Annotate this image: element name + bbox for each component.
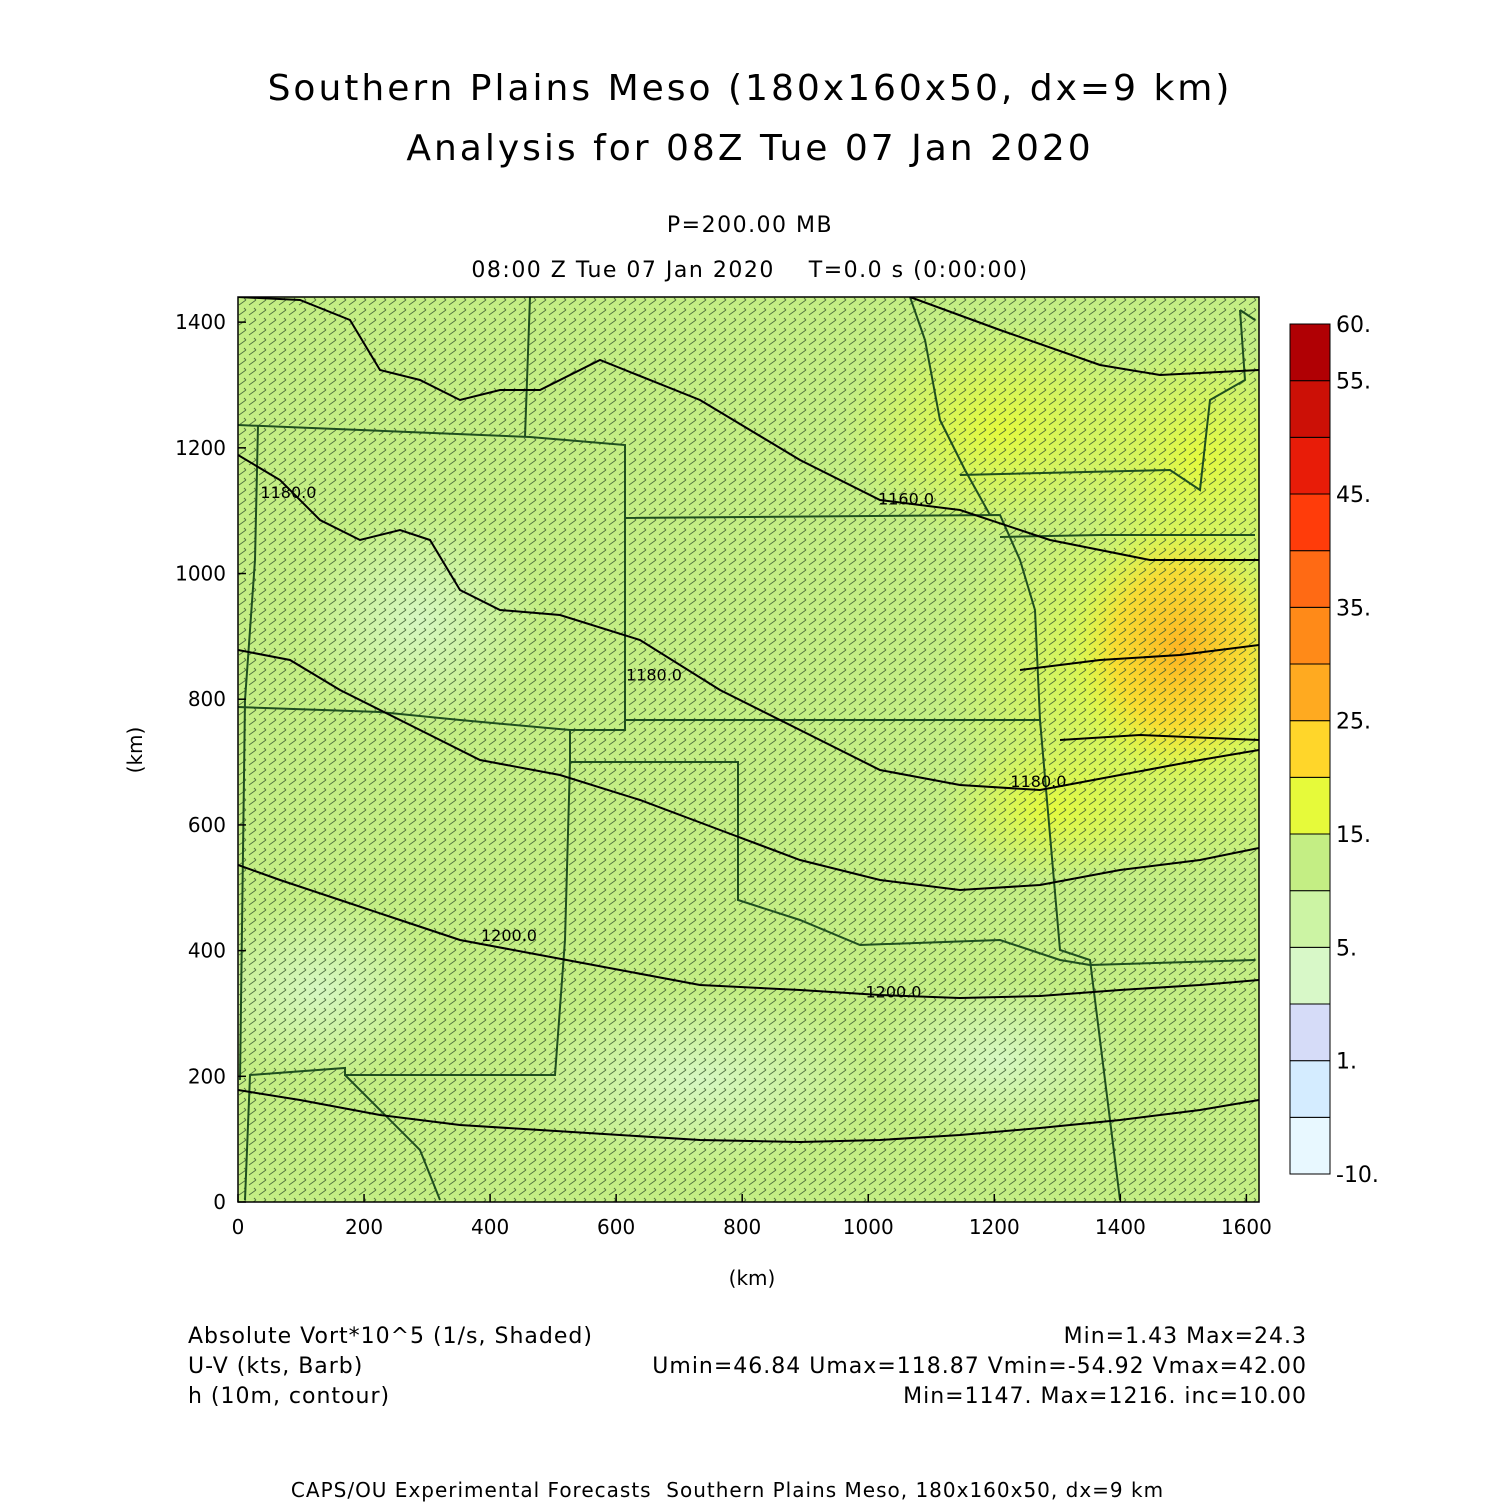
x-tick-label: 1400 xyxy=(1095,1215,1146,1239)
colorbar-swatch xyxy=(1289,550,1331,608)
height-contours xyxy=(238,297,1259,1144)
colorbar-swatch xyxy=(1289,946,1331,1005)
y-axis: 0 200 400 600 800 1000 1200 1400 xyxy=(175,310,246,1214)
y-tick-label: 0 xyxy=(213,1190,226,1214)
colorbar-swatch xyxy=(1289,1003,1331,1062)
x-tick-label: 0 xyxy=(232,1215,245,1239)
contour-label: 1200.0 xyxy=(865,983,921,1002)
y-axis-label: (km) xyxy=(123,727,147,774)
contour-label: 1180.0 xyxy=(260,483,316,502)
x-tick-label: 1600 xyxy=(1221,1215,1272,1239)
y-tick-label: 800 xyxy=(188,687,226,711)
legend-wind-range: Umin=46.84 Umax=118.87 Vmin=-54.92 Vmax=… xyxy=(652,1354,1307,1379)
colorbar-label: 25. xyxy=(1336,710,1371,735)
colorbar-swatch xyxy=(1289,720,1331,778)
colorbar-swatch xyxy=(1289,1116,1331,1175)
contour-label: 1180.0 xyxy=(626,665,682,684)
colorbar-swatch xyxy=(1289,606,1331,665)
contour-label: 1160.0 xyxy=(878,489,934,508)
legend-wind: U-V (kts, Barb) xyxy=(188,1354,364,1379)
colorbar-label: 45. xyxy=(1336,483,1371,508)
x-tick-label: 800 xyxy=(723,1215,761,1239)
y-tick-label: 600 xyxy=(188,813,226,837)
plot-frame xyxy=(237,296,1260,1203)
colorbar-label: 15. xyxy=(1336,823,1371,848)
colorbar-swatch xyxy=(1289,890,1331,948)
x-tick-label: 600 xyxy=(597,1215,635,1239)
pressure-level: P=200.00 MB xyxy=(666,213,834,238)
colorbar-swatch xyxy=(1289,1060,1331,1118)
footer-credit: CAPS/OU Experimental Forecasts Southern … xyxy=(290,1478,1165,1502)
y-tick-label: 200 xyxy=(188,1064,226,1088)
colorbar: -10. 1. 5. 15. 25. 35. 45. 55. 60. xyxy=(1289,313,1379,1188)
legend-height: h (10m, contour) xyxy=(188,1384,391,1409)
colorbar-swatch xyxy=(1289,833,1331,892)
colorbar-label: -10. xyxy=(1336,1163,1379,1188)
vorticity-field: 1180.0 1160.0 1180.0 1180.0 1200.0 1200.0 xyxy=(238,297,1259,1202)
valid-time: 08:00 Z Tue 07 Jan 2020 T=0.0 s (0:00:00… xyxy=(471,258,1029,283)
y-tick-label: 1000 xyxy=(175,562,226,586)
colorbar-swatch xyxy=(1289,380,1331,438)
colorbar-label: 1. xyxy=(1336,1050,1357,1075)
x-axis-label: (km) xyxy=(729,1266,776,1290)
y-tick-label: 400 xyxy=(188,939,226,963)
colorbar-swatch xyxy=(1289,776,1331,835)
colorbar-label: 35. xyxy=(1336,596,1371,621)
y-tick-label: 1200 xyxy=(175,436,226,460)
title-line-1: Southern Plains Meso (180x160x50, dx=9 k… xyxy=(267,68,1233,109)
contour-label: 1180.0 xyxy=(1010,772,1066,791)
colorbar-swatch xyxy=(1289,663,1331,722)
x-axis: 0 200 400 600 800 1000 1200 1400 1600 xyxy=(232,1194,1272,1239)
legend-vorticity-range: Min=1.43 Max=24.3 xyxy=(1063,1324,1307,1349)
contour-labels: 1180.0 1160.0 1180.0 1180.0 1200.0 1200.0 xyxy=(260,483,1066,1002)
x-tick-label: 1200 xyxy=(969,1215,1020,1239)
y-tick-label: 1400 xyxy=(175,310,226,334)
colorbar-swatch xyxy=(1289,323,1331,382)
state-borders xyxy=(238,297,1256,1201)
colorbar-swatch xyxy=(1289,436,1331,495)
x-tick-label: 1000 xyxy=(843,1215,894,1239)
contour-label: 1200.0 xyxy=(481,926,537,945)
x-tick-label: 200 xyxy=(345,1215,383,1239)
x-tick-label: 400 xyxy=(471,1215,509,1239)
legend-height-range: Min=1147. Max=1216. inc=10.00 xyxy=(903,1384,1307,1409)
colorbar-label: 5. xyxy=(1336,936,1357,961)
colorbar-swatch xyxy=(1289,493,1331,552)
legend-vorticity: Absolute Vort*10^5 (1/s, Shaded) xyxy=(188,1324,593,1349)
colorbar-label: 55. xyxy=(1336,370,1371,395)
colorbar-label: 60. xyxy=(1336,313,1371,338)
title-line-2: Analysis for 08Z Tue 07 Jan 2020 xyxy=(406,128,1094,169)
